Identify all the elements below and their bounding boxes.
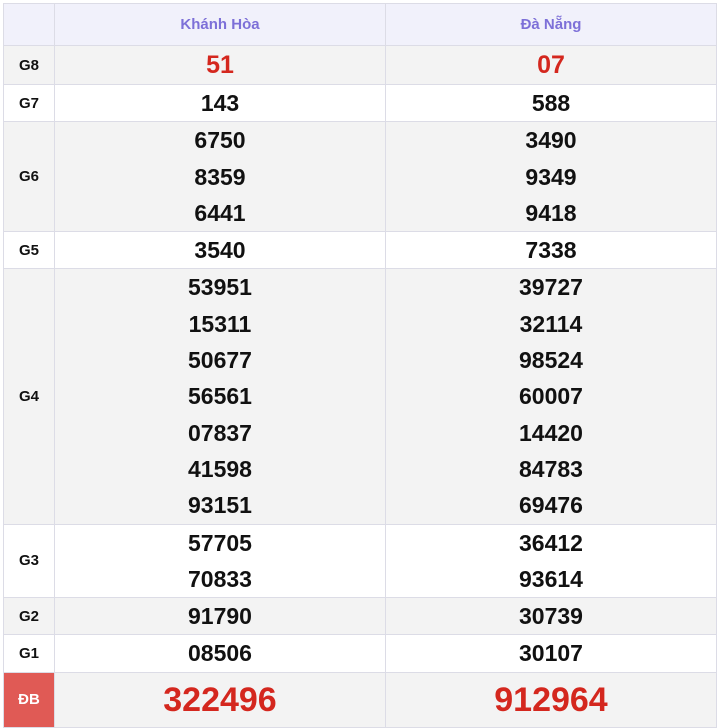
result-number: 53951 <box>188 274 252 301</box>
column-header-da-nang: Đà Nẵng <box>385 3 717 46</box>
prize-row-đb: ĐB 322496 912964 <box>3 671 717 728</box>
prize-label: G7 <box>3 83 55 123</box>
result-cell: 51 <box>54 45 386 85</box>
prize-label: ĐB <box>3 671 55 728</box>
result-number: 6441 <box>194 199 246 226</box>
result-number: 57705 <box>188 529 252 556</box>
result-cell: 3540 <box>54 231 386 270</box>
result-number: 3540 <box>194 237 246 264</box>
result-number: 30739 <box>519 603 583 630</box>
result-number: 32114 <box>519 310 583 337</box>
result-number: 93614 <box>519 565 583 592</box>
result-number: 91790 <box>188 603 252 630</box>
result-cell: 6750 8359 6441 <box>54 121 386 233</box>
prize-label: G5 <box>3 231 55 270</box>
result-number: 9349 <box>525 163 577 190</box>
prize-row-g7: G7 143 588 <box>3 83 717 123</box>
result-number: 70833 <box>188 565 252 592</box>
result-number: 3490 <box>525 127 577 154</box>
prize-label: G6 <box>3 121 55 233</box>
prize-row-g4: G4 53951 15311 50677 56561 07837 41598 93151 397… <box>3 268 717 525</box>
result-cell: 91790 <box>54 597 386 636</box>
result-number: 50677 <box>188 347 252 374</box>
prize-label: G4 <box>3 268 55 525</box>
prize-row-g5: G5 3540 7338 <box>3 231 717 270</box>
result-number: 98524 <box>519 347 583 374</box>
result-number: 56561 <box>188 383 252 410</box>
result-cell: 7338 <box>385 231 717 270</box>
result-number: 143 <box>200 90 240 116</box>
result-number: 39727 <box>519 274 583 301</box>
result-number: 8359 <box>194 163 246 190</box>
result-number: 588 <box>531 90 571 116</box>
result-number: 14420 <box>519 419 583 446</box>
result-cell: 588 <box>385 83 717 123</box>
result-number: 7338 <box>525 237 577 264</box>
result-cell: 143 <box>54 83 386 123</box>
prize-row-g6: G6 6750 8359 6441 3490 9349 9418 <box>3 121 717 233</box>
result-number: 08506 <box>188 640 252 667</box>
result-number: 912964 <box>494 680 608 719</box>
result-cell: 322496 <box>54 671 386 728</box>
prize-label: G2 <box>3 597 55 636</box>
result-cell: 3490 9349 9418 <box>385 121 717 233</box>
result-cell: 08506 <box>54 634 386 673</box>
column-header-khanh-hoa: Khánh Hòa <box>54 3 386 46</box>
result-number: 93151 <box>188 492 252 519</box>
result-cell: 57705 70833 <box>54 523 386 599</box>
result-cell: 36412 93614 <box>385 523 717 599</box>
result-number: 60007 <box>519 383 583 410</box>
prize-label: G3 <box>3 523 55 599</box>
result-cell: 30739 <box>385 597 717 636</box>
prize-label: G8 <box>3 45 55 85</box>
prize-label: G1 <box>3 634 55 673</box>
result-cell: 30107 <box>385 634 717 673</box>
result-number: 30107 <box>519 640 583 667</box>
result-cell: 07 <box>385 45 717 85</box>
header-row: Khánh Hòa Đà Nẵng <box>3 3 717 46</box>
result-number: 41598 <box>188 455 252 482</box>
prize-row-g8: G8 51 07 <box>3 45 717 85</box>
result-number: 51 <box>206 51 234 79</box>
result-number: 07 <box>537 51 565 79</box>
corner-cell <box>3 3 55 46</box>
result-number: 6750 <box>194 127 246 154</box>
prize-row-g1: G1 08506 30107 <box>3 634 717 673</box>
result-number: 322496 <box>163 680 277 719</box>
result-cell: 53951 15311 50677 56561 07837 41598 93151 <box>54 268 386 525</box>
result-cell: 39727 32114 98524 60007 14420 84783 69476 <box>385 268 717 525</box>
lottery-results-table: Khánh Hòa Đà Nẵng G8 51 07 G7 143 588 G6 6750 83… <box>3 3 717 728</box>
result-cell: 912964 <box>385 671 717 728</box>
result-number: 9418 <box>525 199 577 226</box>
prize-row-g3: G3 57705 70833 36412 93614 <box>3 523 717 599</box>
prize-row-g2: G2 91790 30739 <box>3 597 717 636</box>
result-number: 69476 <box>519 492 583 519</box>
result-number: 15311 <box>188 310 252 337</box>
result-number: 84783 <box>519 455 583 482</box>
result-number: 36412 <box>519 529 583 556</box>
result-number: 07837 <box>188 419 252 446</box>
